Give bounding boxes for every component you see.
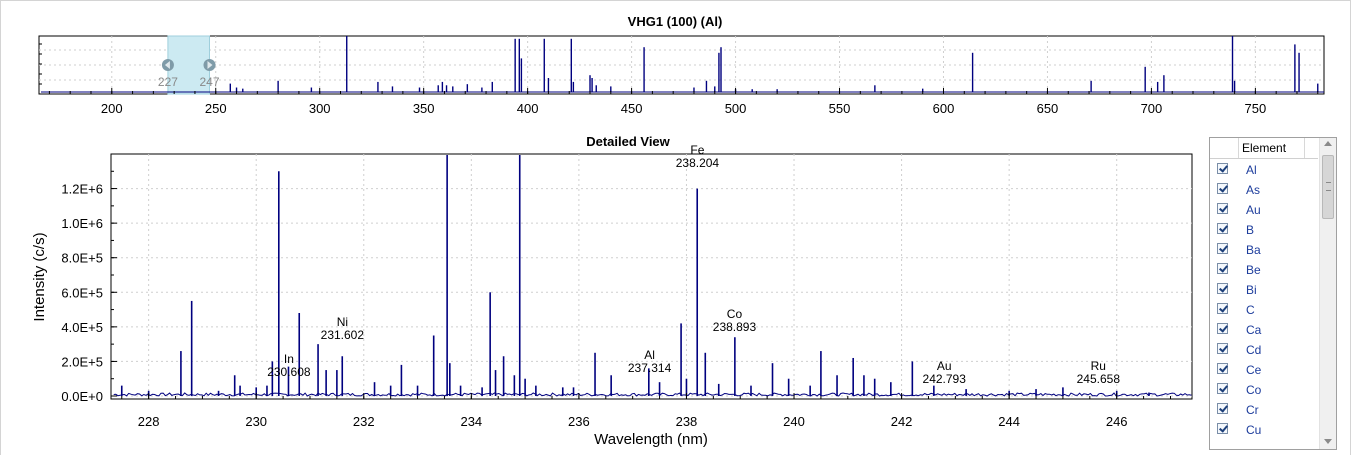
element-checkbox[interactable] [1217,303,1228,314]
x-axis-label: Wavelength (nm) [594,431,708,448]
x-tick-label: 232 [353,414,375,429]
element-checkbox[interactable] [1217,423,1228,434]
x-tick-label: 234 [460,414,482,429]
element-row[interactable]: Cd [1210,340,1318,360]
annotation-wavelength: 237.314 [628,361,672,375]
element-name: Cd [1246,343,1261,357]
x-tick-label: 238 [676,414,698,429]
annotation-element: Al [644,348,655,362]
element-row[interactable]: As [1210,180,1318,200]
element-name: Cr [1246,403,1259,417]
element-name: Ce [1246,363,1261,377]
element-row[interactable]: B [1210,220,1318,240]
annotation-wavelength: 238.893 [713,320,757,334]
y-tick-label: 8.0E+5 [61,251,103,266]
x-tick-label: 750 [1245,101,1267,116]
annotation-wavelength: 230.608 [267,365,311,379]
element-row[interactable]: Bi [1210,280,1318,300]
element-name: Al [1246,163,1257,177]
annotation-wavelength: 231.602 [321,328,365,342]
element-row[interactable]: Cu [1210,420,1318,440]
elements-list-panel[interactable]: Element Al As Au B Ba Be Bi C Ca Cd Ce Co Cr Cu [1209,137,1337,450]
y-tick-label: 2.0E+5 [61,354,103,369]
element-name: Bi [1246,283,1257,297]
element-checkbox[interactable] [1217,263,1228,274]
y-tick-label: 0.0E+0 [61,389,103,404]
element-row[interactable]: Cr [1210,400,1318,420]
element-checkbox[interactable] [1217,163,1228,174]
annotation-wavelength: 238.204 [676,156,720,170]
element-name: Ba [1246,243,1261,257]
element-checkbox[interactable] [1217,223,1228,234]
y-tick-label: 1.2E+6 [61,182,103,197]
element-checkbox[interactable] [1217,243,1228,254]
element-row[interactable]: Ce [1210,360,1318,380]
element-name: Cu [1246,423,1261,437]
scroll-down-icon[interactable] [1324,439,1332,444]
y-tick-label: 6.0E+5 [61,285,103,300]
annotation-element: In [284,352,294,366]
annotation-wavelength: 245.658 [1077,372,1121,386]
element-name: Ca [1246,323,1261,337]
element-name: B [1246,223,1254,237]
x-tick-label: 230 [245,414,267,429]
y-tick-label: 4.0E+5 [61,320,103,335]
element-name: Be [1246,263,1261,277]
element-checkbox[interactable] [1217,283,1228,294]
element-row[interactable]: C [1210,300,1318,320]
element-name: Co [1246,383,1261,397]
element-name: Au [1246,203,1261,217]
x-tick-label: 246 [1106,414,1128,429]
annotation-element: Ru [1091,359,1106,373]
element-checkbox[interactable] [1217,203,1228,214]
annotation-element: Co [727,307,743,321]
x-tick-label: 236 [568,414,590,429]
element-checkbox[interactable] [1217,403,1228,414]
y-tick-label: 1.0E+6 [61,216,103,231]
element-name: C [1246,303,1255,317]
x-tick-label: 228 [138,414,160,429]
element-row[interactable]: Be [1210,260,1318,280]
x-tick-label: 240 [783,414,805,429]
detail-y-axis: 0.0E+0 2.0E+5 4.0E+5 6.0E+5 8.0E+5 1.0E+6 1.2E… [61,154,117,404]
element-row[interactable]: Au [1210,200,1318,220]
scroll-thumb[interactable] [1322,155,1334,219]
element-checkbox[interactable] [1217,323,1228,334]
x-tick-label: 242 [891,414,913,429]
element-checkbox[interactable] [1217,383,1228,394]
x-tick-label: 244 [998,414,1020,429]
annotation-element: Au [937,359,952,373]
y-axis-label: Intensity (c/s) [31,232,48,321]
annotation-element: Fe [690,143,704,157]
annotation-wavelength: 242.793 [923,372,967,386]
element-column-header: Element [1242,141,1286,155]
element-checkbox[interactable] [1217,183,1228,194]
elements-scrollbar[interactable] [1319,138,1337,449]
element-checkbox[interactable] [1217,363,1228,374]
detail-title: Detailed View [586,134,670,149]
element-row[interactable]: Ca [1210,320,1318,340]
element-checkbox[interactable] [1217,343,1228,354]
element-row[interactable]: Ba [1210,240,1318,260]
annotation-element: Ni [337,315,348,329]
scroll-up-icon[interactable] [1324,141,1332,146]
element-row[interactable]: Al [1210,160,1318,180]
detail-chart: Detailed View 228 230 232 234 236 238 240 242 24… [0,0,1200,455]
element-name: As [1246,183,1260,197]
elements-list-header: Element [1210,138,1318,159]
element-row[interactable]: Co [1210,380,1318,400]
